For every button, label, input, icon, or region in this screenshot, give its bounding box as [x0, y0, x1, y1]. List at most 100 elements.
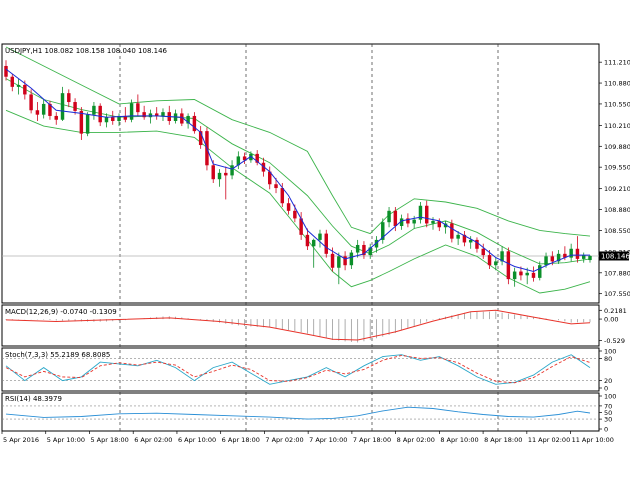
stoch-axis-tick-label: 20 [604, 377, 612, 385]
price-axis-tick-label: 109.550 [604, 164, 630, 172]
candle-body [230, 165, 234, 176]
candle [349, 250, 354, 270]
candle [462, 231, 467, 247]
x-axis-tick-label: 5 Apr 10:00 [47, 436, 85, 444]
x-axis-tick-label: 6 Apr 02:00 [134, 436, 172, 444]
rsi-axis-tick-label: 50 [604, 409, 612, 417]
bollinger-lower-line [5, 109, 591, 294]
current-price-box [599, 251, 629, 261]
candle-body [450, 223, 454, 239]
candle [111, 110, 115, 125]
candle-body [236, 156, 241, 166]
candle [286, 198, 291, 215]
price-panel-frame [1, 43, 600, 304]
candle-body [393, 210, 398, 226]
moving-average-line [5, 68, 590, 273]
rsi-axis-tick-label: 100 [604, 393, 616, 401]
candle [224, 166, 228, 200]
current-price-label: 108.146 [601, 252, 630, 260]
candle-body [48, 103, 52, 116]
candle [387, 207, 391, 228]
candle [575, 236, 580, 263]
candle-body [575, 248, 580, 259]
candle [198, 126, 203, 149]
candle [299, 212, 303, 240]
candle-body [531, 272, 536, 278]
candle-body [337, 256, 341, 268]
candle [487, 250, 492, 270]
x-axis-tick-label: 8 Apr 02:00 [397, 436, 435, 444]
candle-body [142, 112, 146, 118]
price-axis-tick-label: 110.880 [604, 80, 630, 88]
price-axis-tick-label: 110.210 [604, 122, 630, 130]
price-axis-tick-label: 107.550 [604, 290, 630, 298]
candle-body [286, 203, 291, 211]
candle [98, 103, 102, 127]
panel-frames [1, 43, 600, 432]
candle-body [311, 239, 316, 247]
rsi-axis-tick-label: 0 [604, 426, 608, 434]
candle-body [462, 234, 467, 243]
x-axis-tick-label: 6 Apr 18:00 [222, 436, 260, 444]
x-axis-ticks: 5 Apr 2016 5 Apr 10:00 5 Apr 18:00 6 Apr 02… [1, 431, 614, 444]
day-separators [119, 44, 499, 431]
candle [255, 150, 259, 166]
x-axis-tick-label: 5 Apr 2016 [3, 436, 39, 444]
bollinger-upper-line [5, 46, 591, 237]
candle-body [85, 114, 90, 134]
price-axis-tick-label: 108.550 [604, 227, 630, 235]
candle-body [29, 94, 33, 111]
candle-body [198, 131, 203, 146]
candle [60, 86, 65, 122]
candle-body [381, 222, 385, 240]
candle-body [588, 255, 592, 261]
candle [362, 241, 366, 259]
candle-body [92, 105, 96, 115]
candle [481, 243, 485, 259]
candle [531, 266, 536, 282]
candle-body [104, 117, 109, 123]
candle [512, 267, 517, 287]
candle-body [79, 110, 84, 134]
candle-body [399, 218, 404, 226]
candle-body [117, 115, 121, 122]
candle-body [211, 165, 215, 180]
candle [54, 112, 58, 125]
candle [506, 247, 511, 285]
rsi-axis-tick-label: 30 [604, 416, 612, 424]
candle-body [519, 271, 523, 276]
candle [16, 78, 21, 95]
candle-body [217, 172, 222, 180]
candle-body [129, 103, 134, 120]
x-axis-tick-label: 7 Apr 02:00 [265, 436, 303, 444]
x-axis-tick-label: 7 Apr 18:00 [353, 436, 391, 444]
candle-body [349, 252, 354, 266]
candle [305, 228, 310, 251]
price-axis-tick-label: 111.210 [604, 59, 630, 67]
macd-signal-line [5, 309, 591, 341]
candle-body [443, 223, 448, 228]
candle [117, 113, 121, 127]
macd-axis-tick-label: 0.2181 [604, 307, 627, 315]
indicator-lines [5, 309, 591, 420]
candle [337, 252, 341, 285]
candle-body [324, 233, 328, 254]
candle [161, 108, 165, 122]
current-price-tag: 108.146 [599, 251, 630, 261]
candle [274, 177, 278, 194]
macd-panel-frame [1, 304, 600, 347]
stoch-main-line [5, 354, 591, 385]
candle [311, 238, 316, 268]
candle [92, 102, 96, 120]
candle-body [362, 244, 366, 256]
candle-body [544, 256, 548, 266]
candle-body [412, 219, 416, 224]
candle-body [192, 115, 197, 132]
candle-body [299, 218, 303, 235]
candle [538, 261, 542, 281]
candle [4, 60, 8, 81]
x-axis-tick-label: 5 Apr 18:00 [90, 436, 128, 444]
rsi-panel-frame [1, 392, 600, 432]
stoch-panel-label: Stoch(7,3,3) 55.2189 68.8085 [5, 351, 110, 359]
candle-body [35, 110, 40, 115]
